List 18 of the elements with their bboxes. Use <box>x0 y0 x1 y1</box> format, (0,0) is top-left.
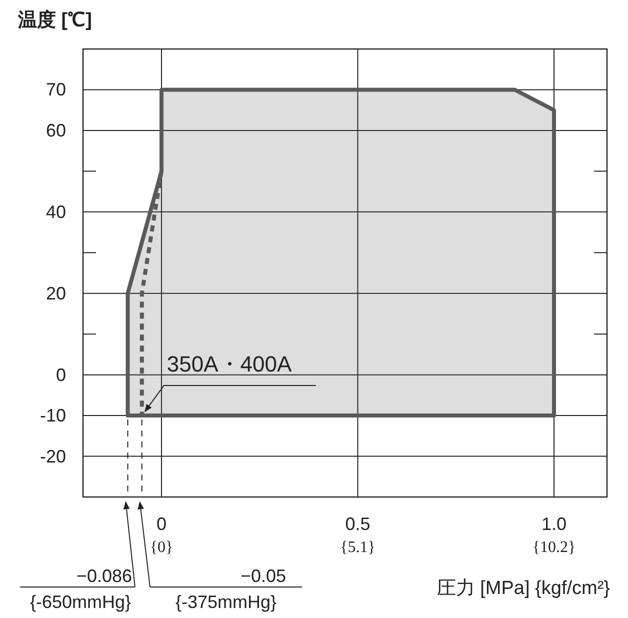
x-tick-label: 0.5 <box>345 514 370 534</box>
text: −0.05 {-375mmHg} <box>175 566 286 612</box>
y-tick-label: 60 <box>46 120 66 140</box>
y-tick-label: 40 <box>46 202 66 222</box>
x2-tick-label: {0} <box>150 539 174 556</box>
y-tick-label: 0 <box>56 364 66 385</box>
y-axis-title: 温度 [℃] <box>17 9 92 31</box>
x-tick-label: 1.0 <box>541 514 567 534</box>
y-tick-label: 70 <box>46 80 66 100</box>
x-tick-label: 0 <box>156 514 167 534</box>
text: −0.086 {-650mmHg} <box>30 566 132 612</box>
x-axis-title: 圧力 [MPa] {kgf/cm²} <box>436 578 610 599</box>
annotation: 350A・400A <box>166 352 292 377</box>
y-tick-label: -20 <box>40 446 66 466</box>
y-tick-label: 20 <box>46 283 66 304</box>
x2-tick-label: {5.1} <box>340 539 376 556</box>
x2-tick-label: {10.2} <box>532 539 576 556</box>
y-tick-label: -10 <box>40 406 66 426</box>
